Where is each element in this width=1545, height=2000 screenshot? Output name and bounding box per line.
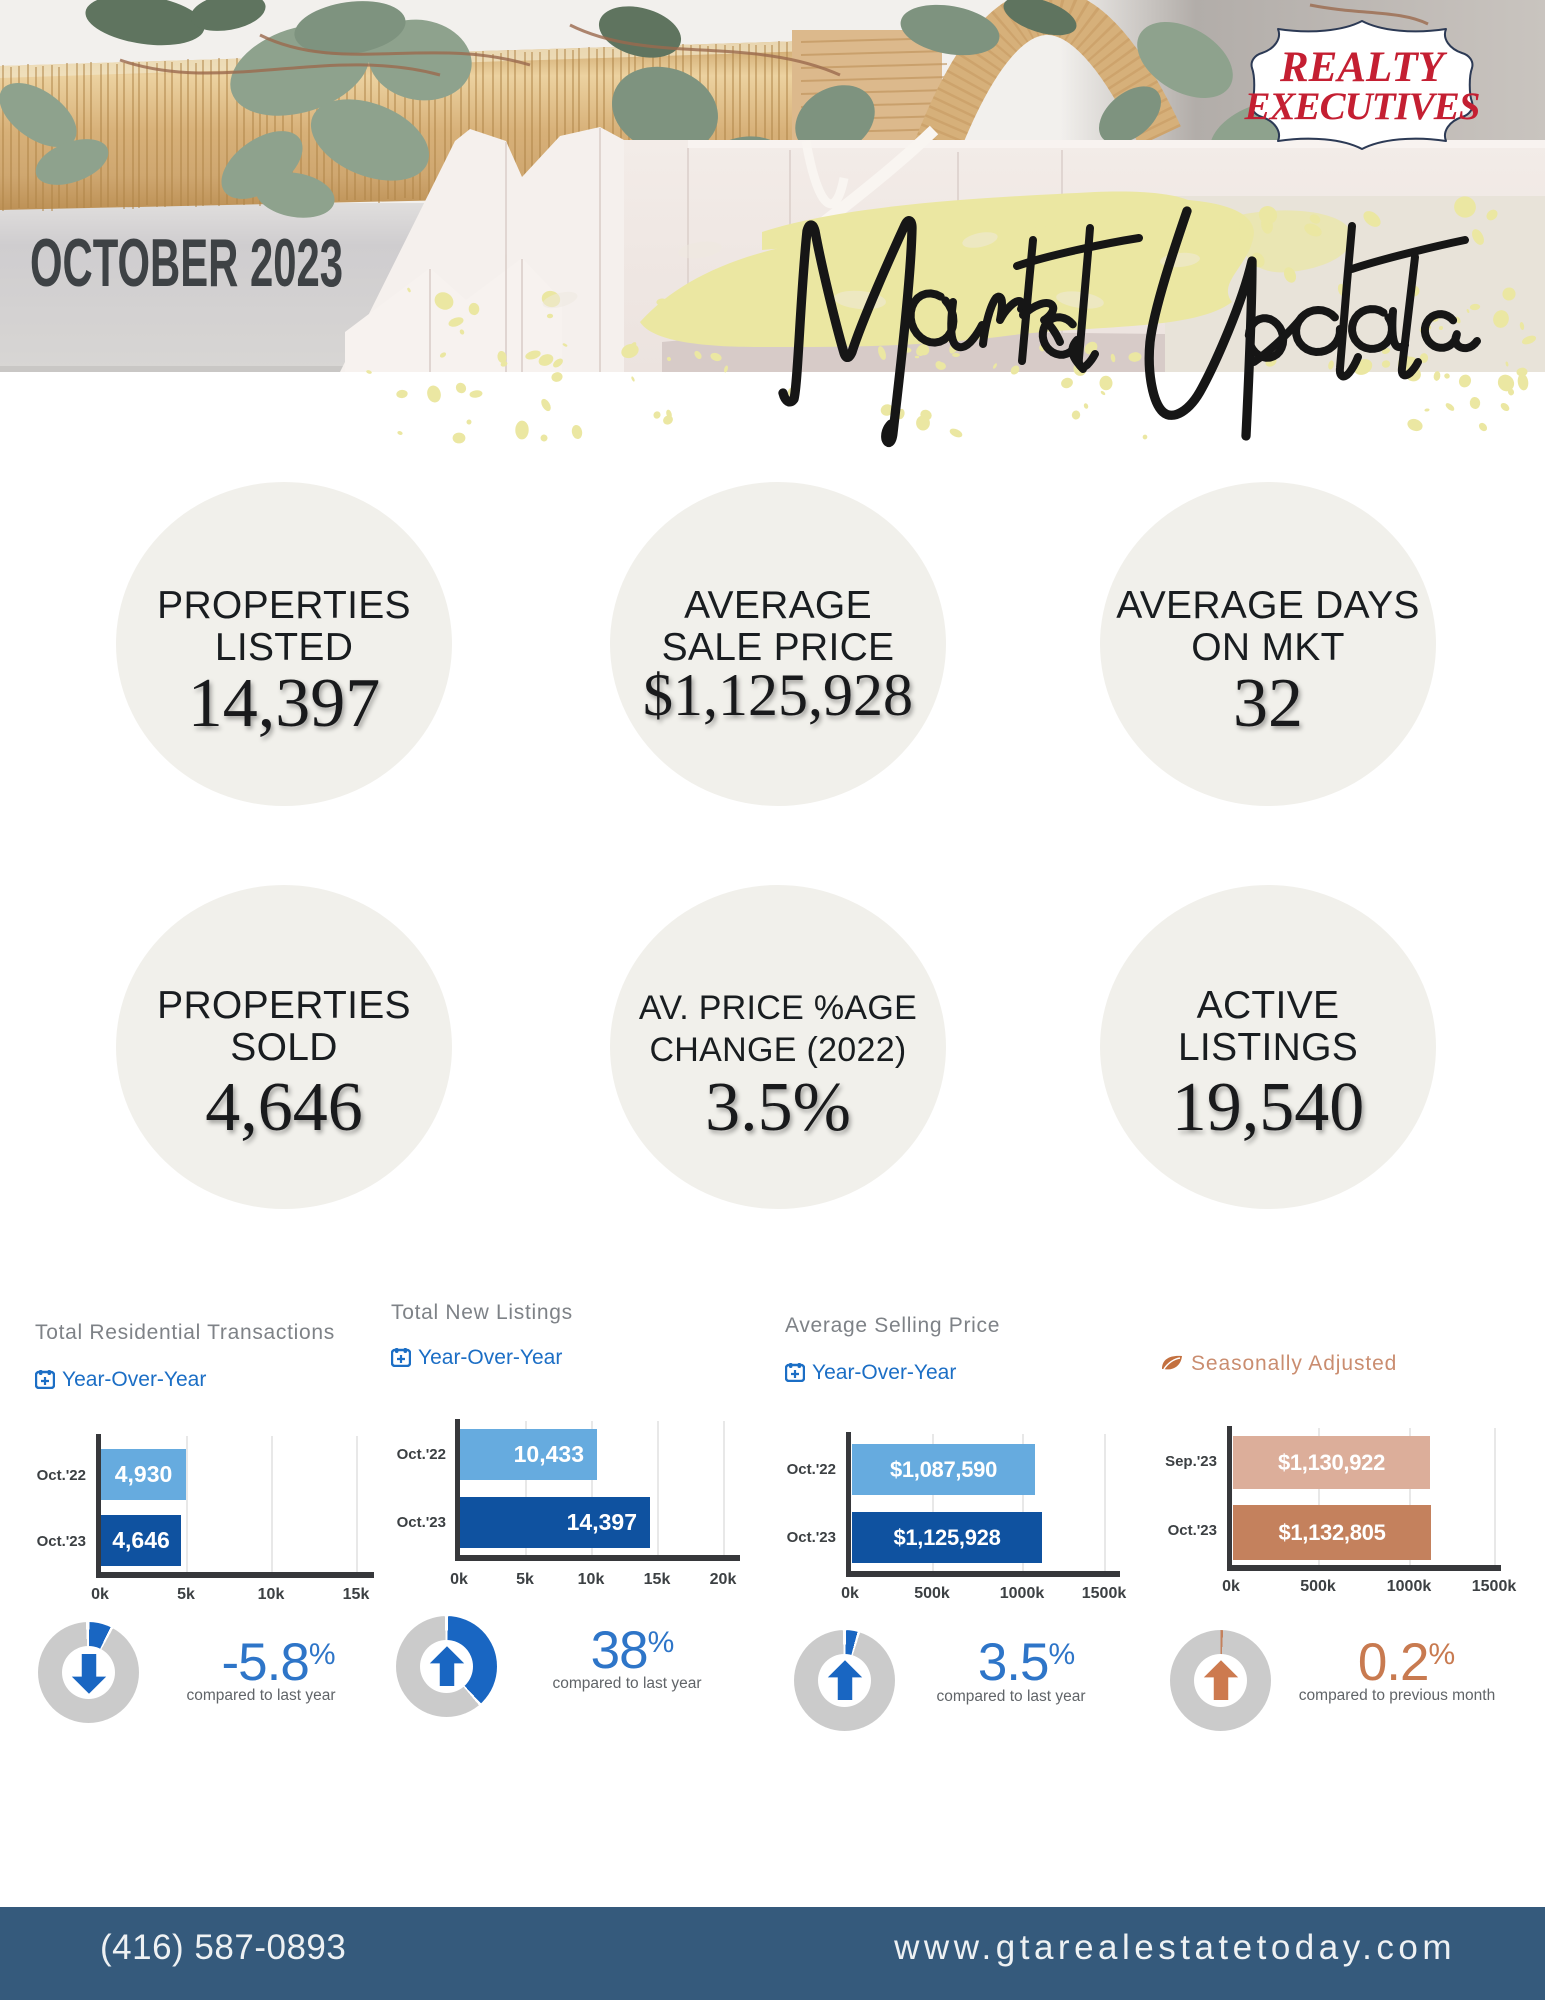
svg-text:EXECUTIVES: EXECUTIVES (1244, 85, 1480, 128)
svg-text:REALTY: REALTY (1279, 44, 1448, 91)
